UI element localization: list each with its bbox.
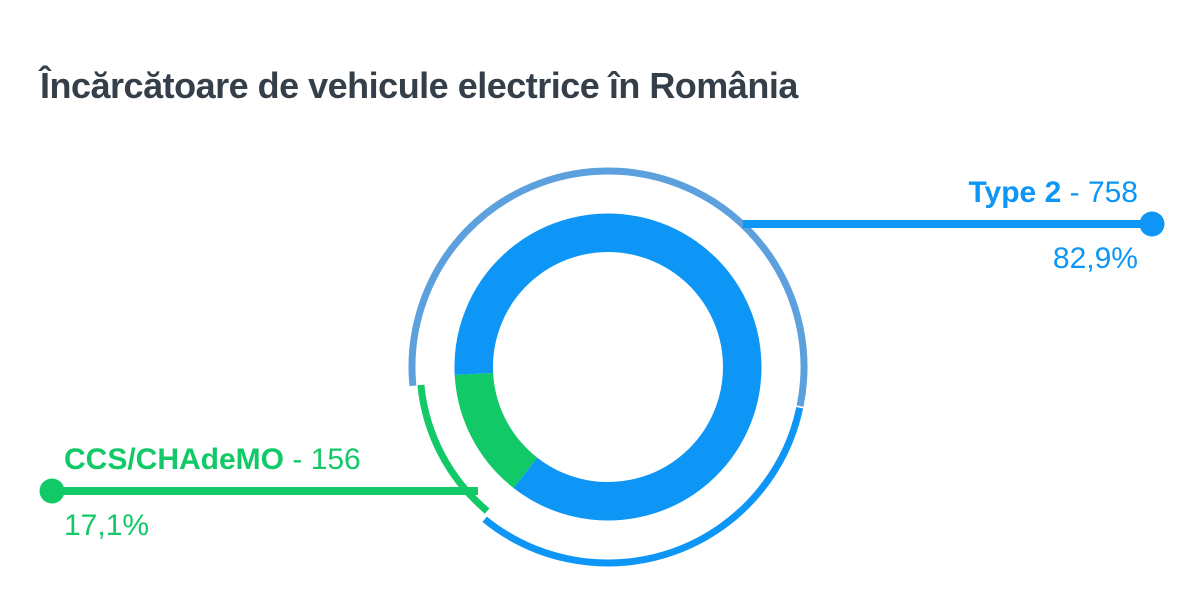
series-label-type2: Type 2 - 758 [968, 176, 1138, 209]
label-separator: - [1061, 176, 1088, 209]
label-separator: - [284, 443, 311, 476]
series-name-type2: Type 2 [968, 176, 1062, 209]
donut-segment-type2[interactable] [454, 213, 762, 521]
series-pct-type2: 82,9% [1052, 242, 1138, 275]
donut-segment-ccschademo[interactable] [454, 372, 538, 488]
callout-dot-type2 [1139, 211, 1165, 237]
outer-arc-blue [482, 407, 804, 567]
outer-arc-green [417, 384, 490, 514]
series-name-ccschademo: CCS/CHAdeMO [64, 443, 285, 476]
callout-dot-ccs [39, 478, 65, 504]
series-value-ccschademo: 156 [310, 443, 361, 476]
chart-title: Încărcătoare de vehicule electrice în Ro… [40, 65, 798, 107]
series-pct-ccschademo: 17,1% [64, 509, 150, 542]
series-value-type2: 758 [1087, 176, 1138, 209]
outer-arc-lightblue [408, 167, 808, 407]
series-label-ccschademo: CCS/CHAdeMO - 156 [64, 443, 361, 476]
